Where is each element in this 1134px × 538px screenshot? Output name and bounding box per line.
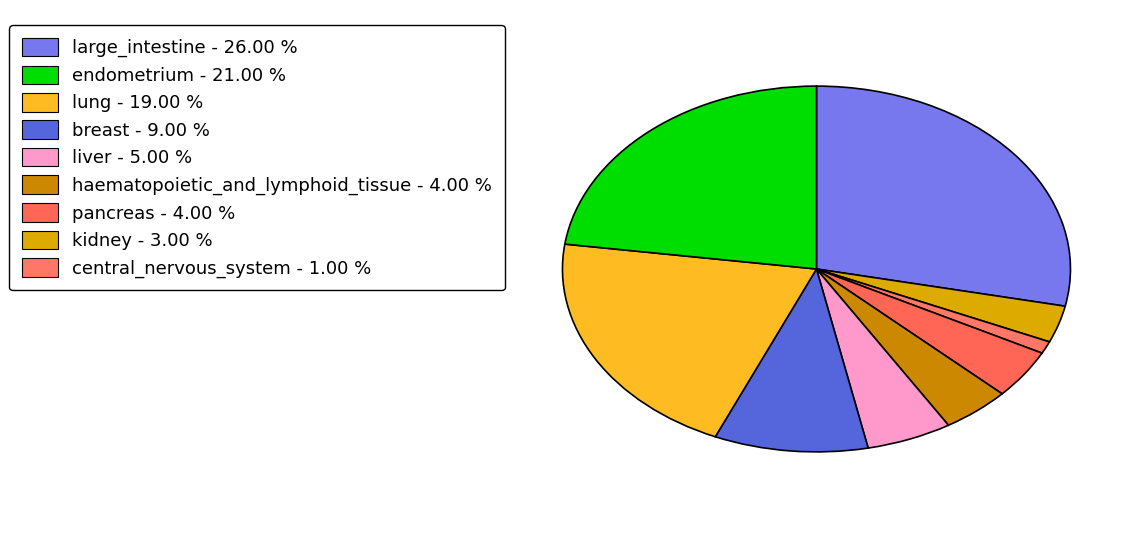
Wedge shape: [816, 269, 948, 448]
Wedge shape: [816, 269, 1042, 394]
Wedge shape: [716, 269, 869, 452]
Wedge shape: [816, 86, 1070, 306]
Wedge shape: [562, 244, 816, 437]
Wedge shape: [816, 269, 1049, 353]
Wedge shape: [816, 269, 1065, 342]
Legend: large_intestine - 26.00 %, endometrium - 21.00 %, lung - 19.00 %, breast - 9.00 : large_intestine - 26.00 %, endometrium -…: [9, 25, 505, 291]
Wedge shape: [816, 269, 1002, 425]
Wedge shape: [565, 86, 816, 269]
